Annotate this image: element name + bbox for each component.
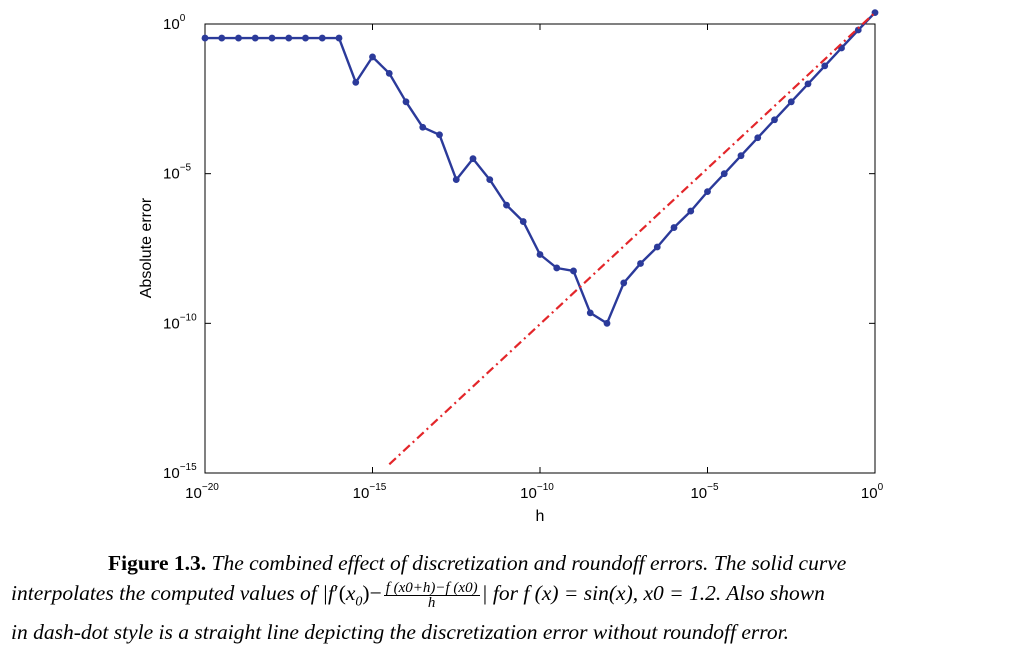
y-tick-label: 10−5 (163, 163, 192, 183)
x-tick-label: 10−5 (690, 482, 719, 502)
x-tick-label: 10−15 (353, 482, 387, 502)
y-tick-label: 10−15 (163, 462, 197, 482)
axis-ticks (204, 23, 876, 474)
data-point (318, 34, 326, 42)
x-tick-label: 100 (861, 482, 884, 502)
data-point (637, 260, 644, 267)
data-point (737, 152, 745, 160)
data-point (620, 279, 628, 287)
data-point (352, 78, 360, 86)
data-point (251, 34, 259, 42)
caption-text-2b: | for f (x) = sin(x), x0 = 1.2. Also sho… (481, 581, 825, 605)
caption-prime: ′( (333, 581, 346, 605)
data-point (771, 116, 778, 124)
chart: 10−20 10−15 10−10 10−5 10010010−510−1010−15 … (138, 9, 884, 525)
data-point (369, 53, 376, 61)
data-point (503, 201, 510, 209)
x-axis-label: h (536, 508, 545, 525)
difference-quotient: f (x0+h)−f (x0) h (383, 579, 480, 611)
caption-text-3: in dash-dot style is a straight line dep… (11, 620, 789, 645)
data-point (335, 34, 343, 42)
computed-error-line (205, 11, 876, 325)
data-point (687, 207, 695, 215)
caption-x0: x (345, 581, 356, 605)
data-point (704, 188, 711, 196)
data-point (670, 224, 678, 231)
data-point (536, 251, 544, 258)
y-axis-label: Absolute error (138, 197, 155, 298)
data-point (268, 34, 276, 42)
figure-label: Figure 1.3. (108, 551, 207, 575)
data-point (486, 176, 494, 184)
frac-denominator: h (427, 594, 436, 611)
caption-line-2: interpolates the computed values of |f′(… (11, 578, 1015, 617)
data-point (469, 155, 477, 163)
data-point (218, 34, 226, 42)
data-point (235, 34, 242, 42)
data-point (385, 69, 393, 77)
figure-caption: Figure 1.3. The combined effect of discr… (11, 548, 1015, 647)
caption-sub0: 0 (355, 594, 363, 610)
data-point (804, 80, 812, 88)
data-point (553, 264, 561, 272)
caption-line-1: Figure 1.3. The combined effect of discr… (11, 548, 1015, 578)
x-tick-label: 10−10 (520, 482, 554, 502)
caption-text-1: The combined effect of discretization an… (211, 551, 847, 575)
data-point (452, 176, 460, 184)
caption-mid: )− (362, 581, 382, 605)
data-point (285, 34, 293, 42)
plot-frame (204, 23, 876, 474)
data-point (436, 131, 443, 139)
y-tick-label: 10−10 (163, 312, 197, 332)
caption-text-2a: interpolates the computed values of | (11, 581, 328, 605)
data-point (302, 34, 309, 42)
data-point (754, 134, 762, 142)
data-point (720, 170, 728, 178)
x-tick-label: 10−20 (185, 482, 219, 502)
caption-f: f (328, 581, 334, 605)
data-point (586, 309, 594, 317)
data-point (653, 243, 661, 251)
data-point (519, 218, 527, 225)
caption-line-3: in dash-dot style is a straight line dep… (11, 617, 1015, 647)
data-point (821, 62, 829, 70)
data-point (570, 267, 577, 275)
frac-numerator: f (x0+h)−f (x0) (383, 579, 480, 596)
series-layer (201, 9, 879, 466)
data-point (419, 123, 427, 131)
data-point (201, 34, 209, 42)
data-point (854, 26, 862, 34)
data-point (402, 98, 410, 106)
discretization-error-line (388, 11, 876, 466)
y-tick-label: 100 (163, 13, 186, 33)
data-point (603, 319, 611, 327)
data-point (787, 98, 795, 106)
